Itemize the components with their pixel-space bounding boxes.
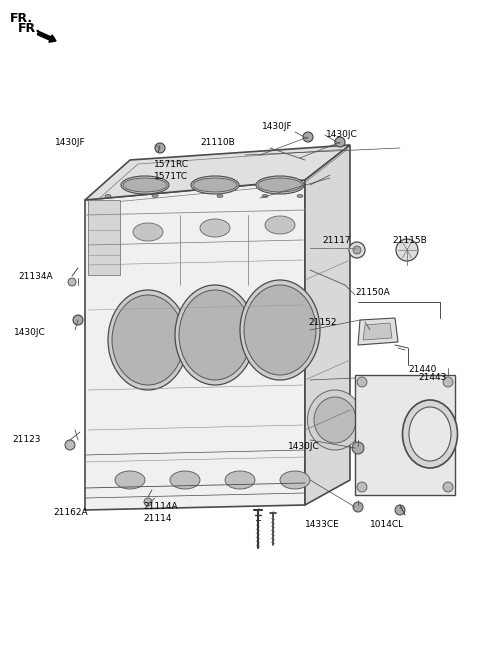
- Circle shape: [65, 440, 75, 450]
- Circle shape: [396, 239, 418, 261]
- Text: 1014CL: 1014CL: [370, 520, 404, 529]
- Ellipse shape: [133, 223, 163, 241]
- Ellipse shape: [265, 216, 295, 234]
- Text: 21162A: 21162A: [53, 508, 88, 517]
- Ellipse shape: [217, 194, 223, 198]
- Polygon shape: [363, 323, 392, 340]
- Circle shape: [68, 278, 76, 286]
- Ellipse shape: [200, 219, 230, 237]
- Text: FR.: FR.: [10, 12, 33, 25]
- Ellipse shape: [225, 471, 255, 489]
- Text: 21152: 21152: [308, 318, 336, 327]
- Text: FR.: FR.: [18, 22, 41, 35]
- Circle shape: [357, 377, 367, 387]
- Ellipse shape: [244, 285, 316, 375]
- Ellipse shape: [262, 194, 268, 198]
- Text: 21114: 21114: [143, 514, 171, 523]
- Ellipse shape: [175, 285, 255, 385]
- Ellipse shape: [170, 471, 200, 489]
- Text: 21117: 21117: [322, 236, 350, 245]
- Polygon shape: [88, 200, 120, 275]
- Text: 21115B: 21115B: [392, 236, 427, 245]
- Polygon shape: [355, 375, 455, 495]
- Ellipse shape: [115, 471, 145, 489]
- Text: 1430JC: 1430JC: [288, 442, 320, 451]
- Circle shape: [349, 242, 365, 258]
- FancyArrow shape: [37, 32, 56, 42]
- Circle shape: [155, 143, 165, 153]
- Circle shape: [303, 132, 313, 142]
- Ellipse shape: [121, 176, 169, 194]
- Ellipse shape: [108, 290, 188, 390]
- Ellipse shape: [256, 176, 304, 194]
- Text: 1571TC: 1571TC: [154, 172, 188, 181]
- Ellipse shape: [297, 194, 303, 198]
- Ellipse shape: [105, 194, 111, 198]
- Ellipse shape: [152, 194, 158, 198]
- Circle shape: [395, 505, 405, 515]
- Text: 21134A: 21134A: [18, 272, 53, 281]
- Polygon shape: [358, 318, 398, 345]
- Ellipse shape: [314, 397, 356, 443]
- Text: 21110B: 21110B: [200, 138, 235, 147]
- Circle shape: [353, 246, 361, 254]
- Circle shape: [443, 482, 453, 492]
- Text: 21440: 21440: [408, 365, 436, 374]
- Polygon shape: [305, 145, 350, 505]
- Circle shape: [335, 137, 345, 147]
- Ellipse shape: [179, 290, 251, 380]
- Ellipse shape: [409, 407, 451, 461]
- Ellipse shape: [403, 400, 457, 468]
- Text: 21443: 21443: [418, 373, 446, 382]
- Circle shape: [73, 315, 83, 325]
- Circle shape: [443, 377, 453, 387]
- Text: 1571RC: 1571RC: [154, 160, 189, 169]
- Ellipse shape: [112, 295, 184, 385]
- Text: 1430JF: 1430JF: [262, 122, 293, 131]
- Text: 21114A: 21114A: [143, 502, 178, 511]
- Circle shape: [357, 482, 367, 492]
- Ellipse shape: [193, 178, 237, 192]
- Text: 1430JC: 1430JC: [326, 130, 358, 139]
- Text: 1430JC: 1430JC: [14, 328, 46, 337]
- Ellipse shape: [258, 178, 302, 192]
- Text: 21123: 21123: [12, 435, 40, 444]
- Ellipse shape: [280, 471, 310, 489]
- Polygon shape: [85, 145, 350, 200]
- Circle shape: [352, 442, 364, 454]
- Polygon shape: [85, 180, 305, 510]
- Text: 1433CE: 1433CE: [305, 520, 340, 529]
- Circle shape: [353, 502, 363, 512]
- Text: 1430JF: 1430JF: [55, 138, 85, 147]
- Ellipse shape: [240, 280, 320, 380]
- Text: 21150A: 21150A: [355, 288, 390, 297]
- Ellipse shape: [191, 176, 239, 194]
- Ellipse shape: [123, 178, 167, 192]
- Circle shape: [144, 498, 152, 506]
- Ellipse shape: [308, 390, 362, 450]
